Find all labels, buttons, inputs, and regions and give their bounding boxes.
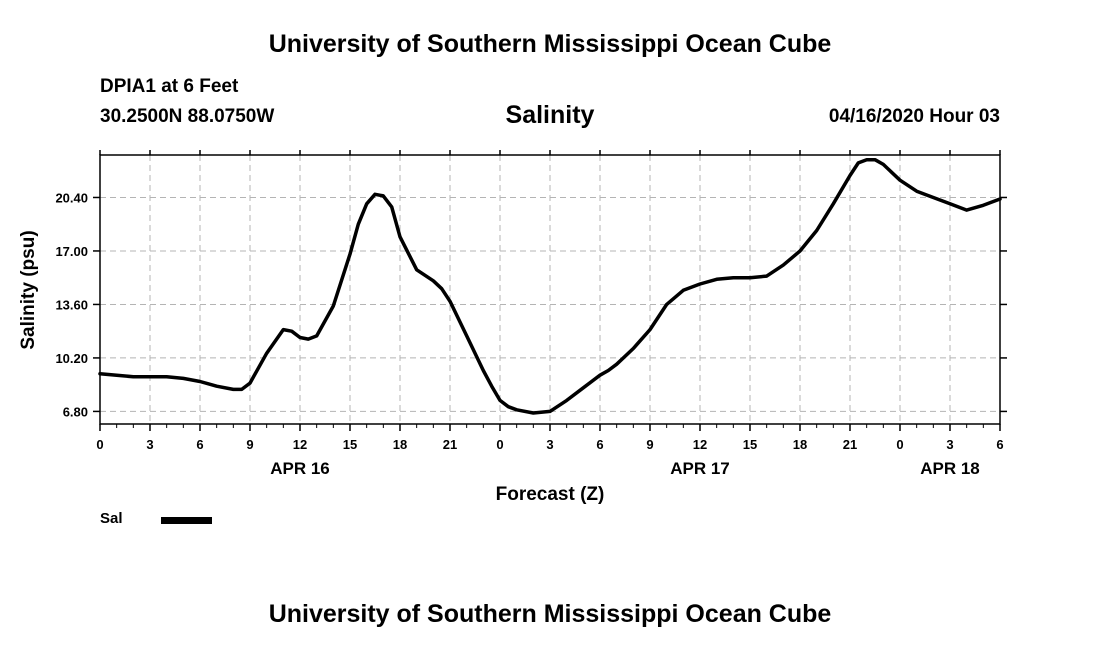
- chart-title: Salinity: [505, 101, 595, 129]
- y-tick-label: 13.60: [55, 297, 88, 312]
- x-tick-label: 18: [393, 437, 407, 452]
- legend-swatch: [161, 517, 212, 524]
- y-tick-label: 20.40: [55, 190, 88, 205]
- bottom-title: University of Southern Mississippi Ocean…: [268, 600, 832, 628]
- x-tick-label: 15: [743, 437, 757, 452]
- x-tick-label: 6: [196, 437, 203, 452]
- x-tick-label: 0: [496, 437, 503, 452]
- legend-label: Sal: [100, 510, 123, 527]
- x-tick-label: 0: [96, 437, 103, 452]
- x-tick-label: 15: [343, 437, 357, 452]
- y-tick-label: 17.00: [55, 244, 88, 259]
- date-label: APR 18: [920, 459, 980, 478]
- y-tick-label: 10.20: [55, 351, 88, 366]
- x-tick-label: 18: [793, 437, 807, 452]
- x-tick-label: 9: [246, 437, 253, 452]
- x-tick-label: 3: [946, 437, 953, 452]
- date-label: APR 16: [270, 459, 330, 478]
- x-tick-label: 6: [596, 437, 603, 452]
- grid-lines: [100, 155, 1000, 424]
- top-title: University of Southern Mississippi Ocean…: [268, 30, 832, 58]
- x-tick-label: 3: [146, 437, 153, 452]
- x-tick-label: 6: [996, 437, 1003, 452]
- x-tick-label: 3: [546, 437, 553, 452]
- station-label: DPIA1 at 6 Feet: [100, 76, 239, 97]
- x-tick-label: 9: [646, 437, 653, 452]
- plot-frame: [99, 154, 1001, 425]
- tick-labels: 0 3 6 9 12 15 18 21 0 3 6 9 12 15 18 21 0 3 6 6.80 10.20 13.6…: [55, 190, 1003, 478]
- x-tick-label: 21: [843, 437, 857, 452]
- date-label: APR 17: [670, 459, 730, 478]
- x-tick-label: 12: [693, 437, 707, 452]
- station-coordinates: 30.2500N 88.0750W: [100, 106, 275, 127]
- forecast-timestamp: 04/16/2020 Hour 03: [828, 106, 1000, 127]
- salinity-series-line: [98, 157, 1002, 415]
- y-tick-label: 6.80: [63, 404, 88, 419]
- x-axis-label: Forecast (Z): [496, 484, 605, 505]
- y-axis-label: Salinity (psu): [18, 230, 39, 349]
- x-tick-label: 0: [896, 437, 903, 452]
- x-tick-label: 12: [293, 437, 307, 452]
- x-tick-label: 21: [443, 437, 457, 452]
